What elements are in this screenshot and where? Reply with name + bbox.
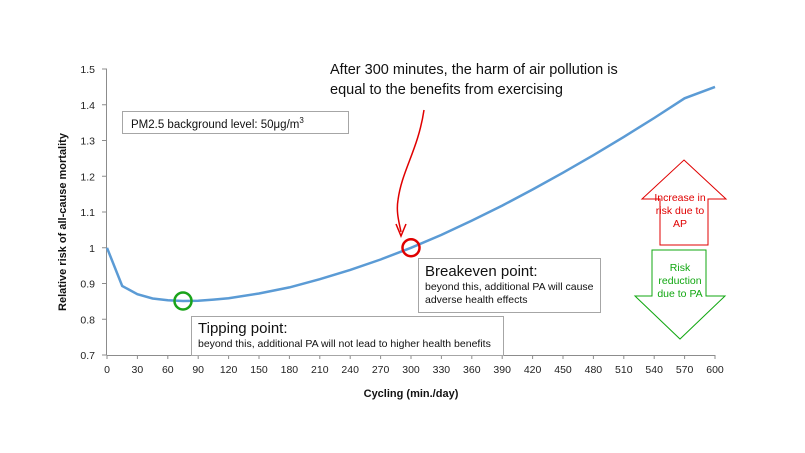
- pointer-arrowhead: [395, 223, 407, 238]
- y-tick-label: 1: [89, 243, 95, 255]
- y-tick-label: 1.3: [80, 136, 95, 148]
- x-tick-label: 360: [463, 364, 481, 376]
- pm25-label: PM2.5 background level: 50μg/m: [131, 118, 300, 131]
- x-tick-label: 270: [372, 364, 390, 376]
- headline-line-1: After 300 minutes, the harm of air pollu…: [330, 62, 618, 78]
- x-tick-label: 540: [645, 364, 663, 376]
- series-line: [105, 85, 716, 303]
- increase-label-line-2: risk due to: [655, 205, 705, 217]
- headline-annotation: After 300 minutes, the harm of air pollu…: [330, 60, 660, 100]
- x-tick-label: 210: [311, 364, 329, 376]
- x-tick-label: 330: [433, 364, 451, 376]
- x-tick-label: 240: [341, 364, 359, 376]
- x-tick-label: 450: [554, 364, 572, 376]
- breakeven-line-1: beyond this, additional PA will cause: [425, 281, 594, 293]
- tipping-callout: Tipping point: beyond this, additional P…: [191, 316, 504, 356]
- breakeven-marker: [401, 238, 421, 258]
- reduction-label-line-3: due to PA: [657, 288, 703, 300]
- x-tick-label: 90: [192, 364, 204, 376]
- x-tick-label: 180: [281, 364, 299, 376]
- increase-risk-label: Increase in risk due to AP: [640, 192, 720, 231]
- breakeven-line-2: adverse health effects: [425, 294, 528, 306]
- tick-labels: 0 30 60 90 120 150 180 210 240 270 300 330 360 390 420…: [80, 64, 724, 376]
- reduction-label-line-1: Risk: [669, 262, 691, 274]
- y-tick-label: 0.9: [80, 279, 95, 291]
- x-tick-label: 120: [220, 364, 238, 376]
- increase-label-line-1: Increase in: [654, 192, 706, 204]
- x-tick-label: 510: [615, 364, 633, 376]
- y-tick-label: 0.8: [80, 314, 95, 326]
- increase-label-line-3: AP: [672, 218, 687, 230]
- x-tick-label: 480: [585, 364, 603, 376]
- increase-arrow-shape: [640, 159, 728, 246]
- risk-reduction-label: Risk reduction due to PA: [640, 262, 720, 301]
- x-tick-label: 30: [132, 364, 144, 376]
- x-tick-label: 300: [402, 364, 420, 376]
- x-tick-label: 570: [676, 364, 694, 376]
- x-tick-label: 60: [162, 364, 174, 376]
- pm25-superscript: 3: [299, 116, 304, 125]
- x-tick-label: 0: [104, 364, 110, 376]
- breakeven-callout: Breakeven point: beyond this, additional…: [418, 258, 601, 313]
- y-tick-label: 1.4: [80, 100, 95, 112]
- tipping-title: Tipping point:: [198, 320, 288, 337]
- markers: [173, 238, 421, 311]
- x-tick-label: 150: [250, 364, 268, 376]
- x-tick-label: 600: [706, 364, 724, 376]
- y-tick-label: 1.2: [80, 171, 95, 183]
- pointer-arrow: [396, 109, 425, 233]
- breakeven-title: Breakeven point:: [425, 263, 538, 280]
- x-axis-title: Cycling (min./day): [364, 388, 459, 400]
- x-tick-label: 420: [524, 364, 542, 376]
- reduction-label-line-2: reduction: [658, 275, 702, 287]
- tipping-marker: [173, 291, 193, 311]
- headline-line-2: equal to the benefits from exercising: [330, 82, 563, 98]
- pm25-level-box: PM2.5 background level: 50μg/m3: [122, 111, 349, 134]
- y-axis-title: Relative risk of all-cause mortality: [57, 132, 69, 311]
- x-tick-label: 390: [493, 364, 511, 376]
- tipping-text: beyond this, additional PA will not lead…: [198, 338, 491, 350]
- y-tick-label: 0.7: [80, 350, 95, 362]
- y-tick-label: 1.5: [80, 64, 95, 76]
- reduction-arrow-shape: [633, 249, 727, 340]
- y-tick-label: 1.1: [80, 207, 95, 219]
